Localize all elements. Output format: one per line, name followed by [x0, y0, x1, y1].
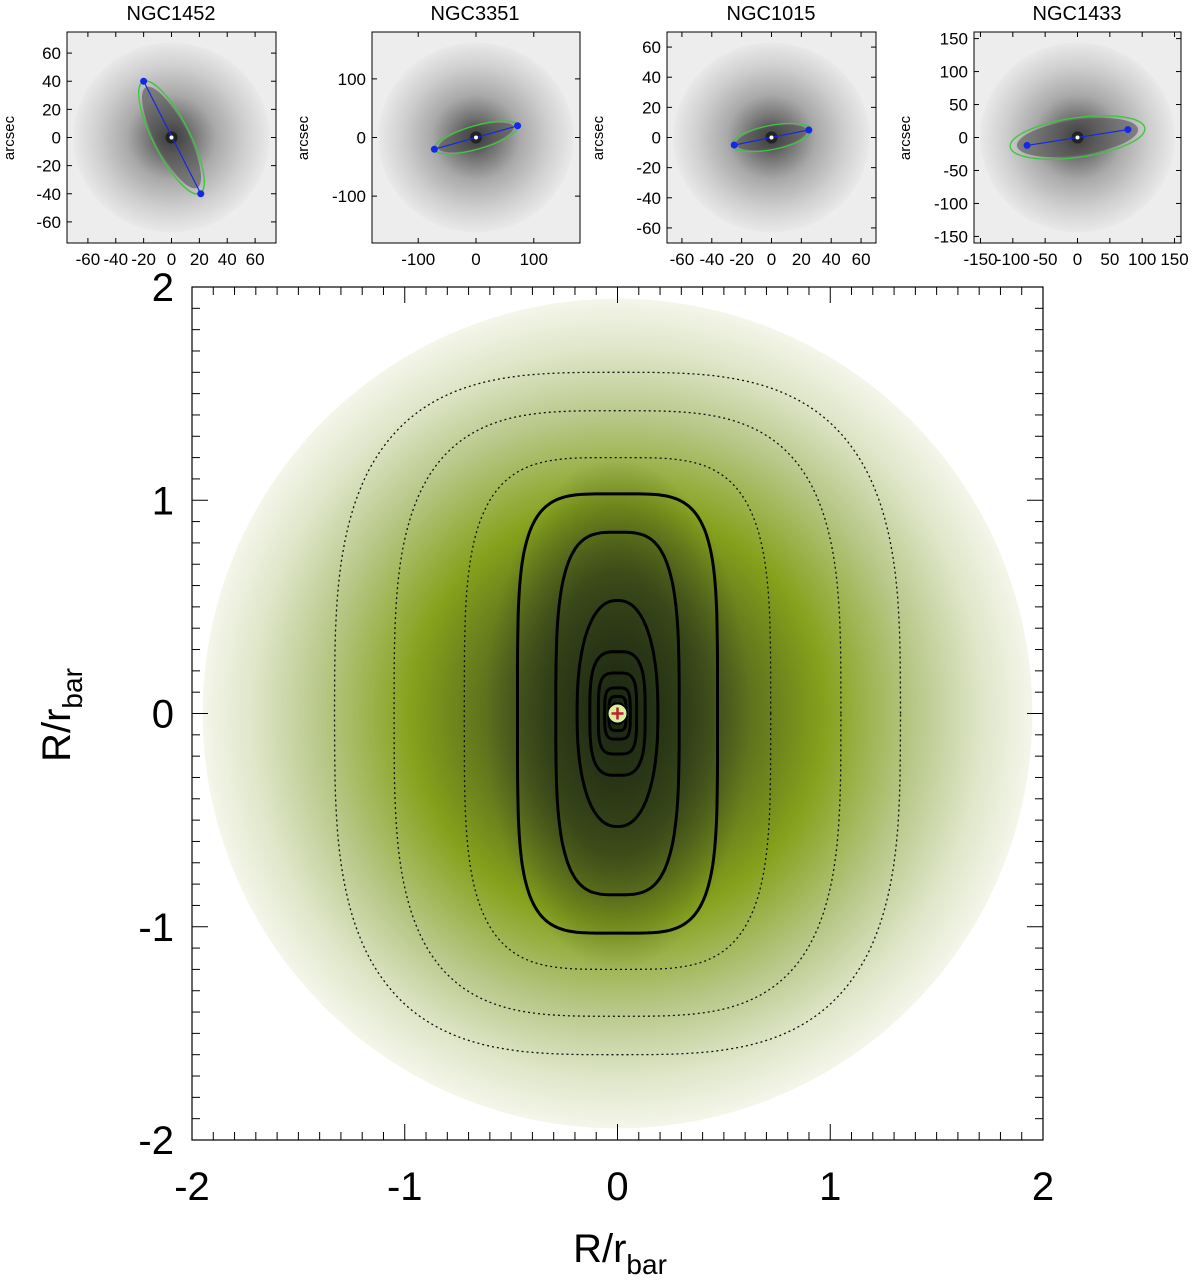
- y-tick-label: -40: [636, 189, 661, 208]
- y-tick-label: 100: [338, 70, 366, 89]
- y-tick-label: 0: [52, 129, 61, 148]
- y-tick-label: 40: [42, 72, 61, 91]
- x-tick-label: 100: [1128, 250, 1156, 269]
- panel-ylabel: arcsec: [590, 115, 607, 160]
- x-tick-label: 20: [792, 250, 811, 269]
- panel-ngc1433: NGC1433 arcsec -150-100 -50 0 50 100 150-150-…: [897, 3, 1189, 269]
- y-tick-label: -50: [943, 161, 968, 180]
- center-marker: [474, 135, 478, 140]
- y-tick-label: -60: [636, 219, 661, 238]
- center-marker: [1075, 135, 1080, 140]
- panel-ylabel: arcsec: [295, 115, 312, 160]
- panel-ngc3351: NGC3351 arcsec -100 0 100 -100 0 100: [295, 3, 581, 269]
- panel-ylabel: arcsec: [897, 115, 914, 160]
- bar-endpoint: [730, 141, 738, 149]
- y-tick-label: 150: [940, 30, 968, 49]
- x-tick-label: -1: [387, 1165, 423, 1209]
- y-tick-label: 60: [42, 44, 61, 63]
- bar-endpoint: [140, 77, 148, 85]
- main-plot-area: -2 -1 0 1 2 -2 -1 0 1 2: [138, 266, 1054, 1209]
- main-panel: -2 -1 0 1 2 -2 -1 0 1 2 R/rbar R/rbar: [35, 266, 1054, 1280]
- y-tick-label: 50: [949, 96, 968, 115]
- x-tick-label: -100: [996, 250, 1030, 269]
- contour-solid: [516, 492, 719, 935]
- y-tick-label: 1: [152, 479, 174, 523]
- x-tick-label: 100: [520, 250, 548, 269]
- panel-ngc1015: NGC1015 arcsec -60 -40 -20 0 20 40 60-60-40-20…: [590, 3, 877, 269]
- y-tick-label: 2: [152, 266, 174, 310]
- x-tick-label: 0: [606, 1165, 628, 1209]
- x-tick-label: 20: [190, 250, 209, 269]
- y-tick-label: -2: [138, 1119, 174, 1163]
- y-tick-label: 20: [642, 98, 661, 117]
- x-tick-label: 0: [167, 250, 176, 269]
- x-tick-label: -2: [174, 1165, 210, 1209]
- bar-endpoint: [805, 126, 813, 134]
- panel-ylabel: arcsec: [1, 115, 18, 160]
- panel-title: NGC1433: [1033, 3, 1122, 25]
- panel-title: NGC1015: [727, 3, 816, 25]
- y-tick-label: -40: [36, 185, 61, 204]
- bar-endpoint: [514, 122, 522, 130]
- bar-endpoint: [197, 190, 205, 198]
- x-tick-label: 60: [852, 250, 871, 269]
- y-tick-label: 20: [42, 100, 61, 119]
- x-tick-label: 60: [246, 250, 265, 269]
- x-tick-label: -150: [963, 250, 997, 269]
- x-tick-label: -50: [1033, 250, 1058, 269]
- bar-endpoint: [1124, 126, 1132, 134]
- center-marker: [769, 135, 774, 140]
- contour-solid: [603, 686, 632, 741]
- bar-ellipse: [1009, 115, 1146, 160]
- y-tick-label: -150: [934, 227, 968, 246]
- y-tick-label: 100: [940, 63, 968, 82]
- y-tick-label: 0: [959, 129, 968, 148]
- y-tick-label: -100: [934, 194, 968, 213]
- x-tick-label: 0: [1073, 250, 1082, 269]
- x-tick-label: -40: [103, 250, 128, 269]
- y-tick-label: 0: [152, 693, 174, 737]
- x-tick-label: 40: [822, 250, 841, 269]
- bar-endpoint: [1023, 141, 1031, 149]
- main-xlabel: R/rbar: [573, 1227, 667, 1280]
- x-tick-label: 1: [819, 1165, 841, 1209]
- panel-title: NGC1452: [127, 3, 216, 25]
- x-tick-label: 50: [1100, 250, 1119, 269]
- contour-solid: [596, 671, 639, 756]
- y-tick-label: 60: [642, 38, 661, 57]
- panel-title: NGC3351: [431, 3, 520, 25]
- y-tick-label: 0: [357, 129, 366, 148]
- contour-solid: [554, 530, 681, 897]
- y-tick-label: -100: [332, 187, 366, 206]
- y-tick-label: 40: [642, 68, 661, 87]
- x-tick-label: 0: [767, 250, 776, 269]
- y-tick-label: 0: [652, 129, 661, 148]
- x-tick-label: 40: [218, 250, 237, 269]
- x-tick-label: -40: [699, 250, 724, 269]
- panel-plot-area: -100 0 100 -100 0 100: [332, 31, 581, 269]
- x-tick-label: -20: [729, 250, 754, 269]
- y-tick-label: -20: [636, 159, 661, 178]
- x-tick-label: -60: [76, 250, 101, 269]
- x-tick-label: 150: [1160, 250, 1188, 269]
- y-tick-label: -20: [36, 157, 61, 176]
- x-tick-label: 2: [1032, 1165, 1054, 1209]
- y-tick-label: -60: [36, 213, 61, 232]
- x-tick-label: -100: [401, 250, 435, 269]
- contour-solid: [575, 599, 660, 828]
- panel-ngc1452: NGC1452 arcsec -60 -40 -20 0 20 40 60-60-40-20…: [1, 3, 277, 269]
- bar-endpoint: [430, 145, 438, 153]
- contour-dotted: [393, 410, 842, 1017]
- center-marker: [169, 135, 174, 140]
- x-tick-label: 0: [471, 250, 480, 269]
- x-tick-label: -20: [131, 250, 156, 269]
- y-tick-label: -1: [138, 906, 174, 950]
- contour-solid: [588, 650, 647, 777]
- x-tick-label: -60: [670, 250, 695, 269]
- main-ylabel: R/rbar: [35, 668, 88, 762]
